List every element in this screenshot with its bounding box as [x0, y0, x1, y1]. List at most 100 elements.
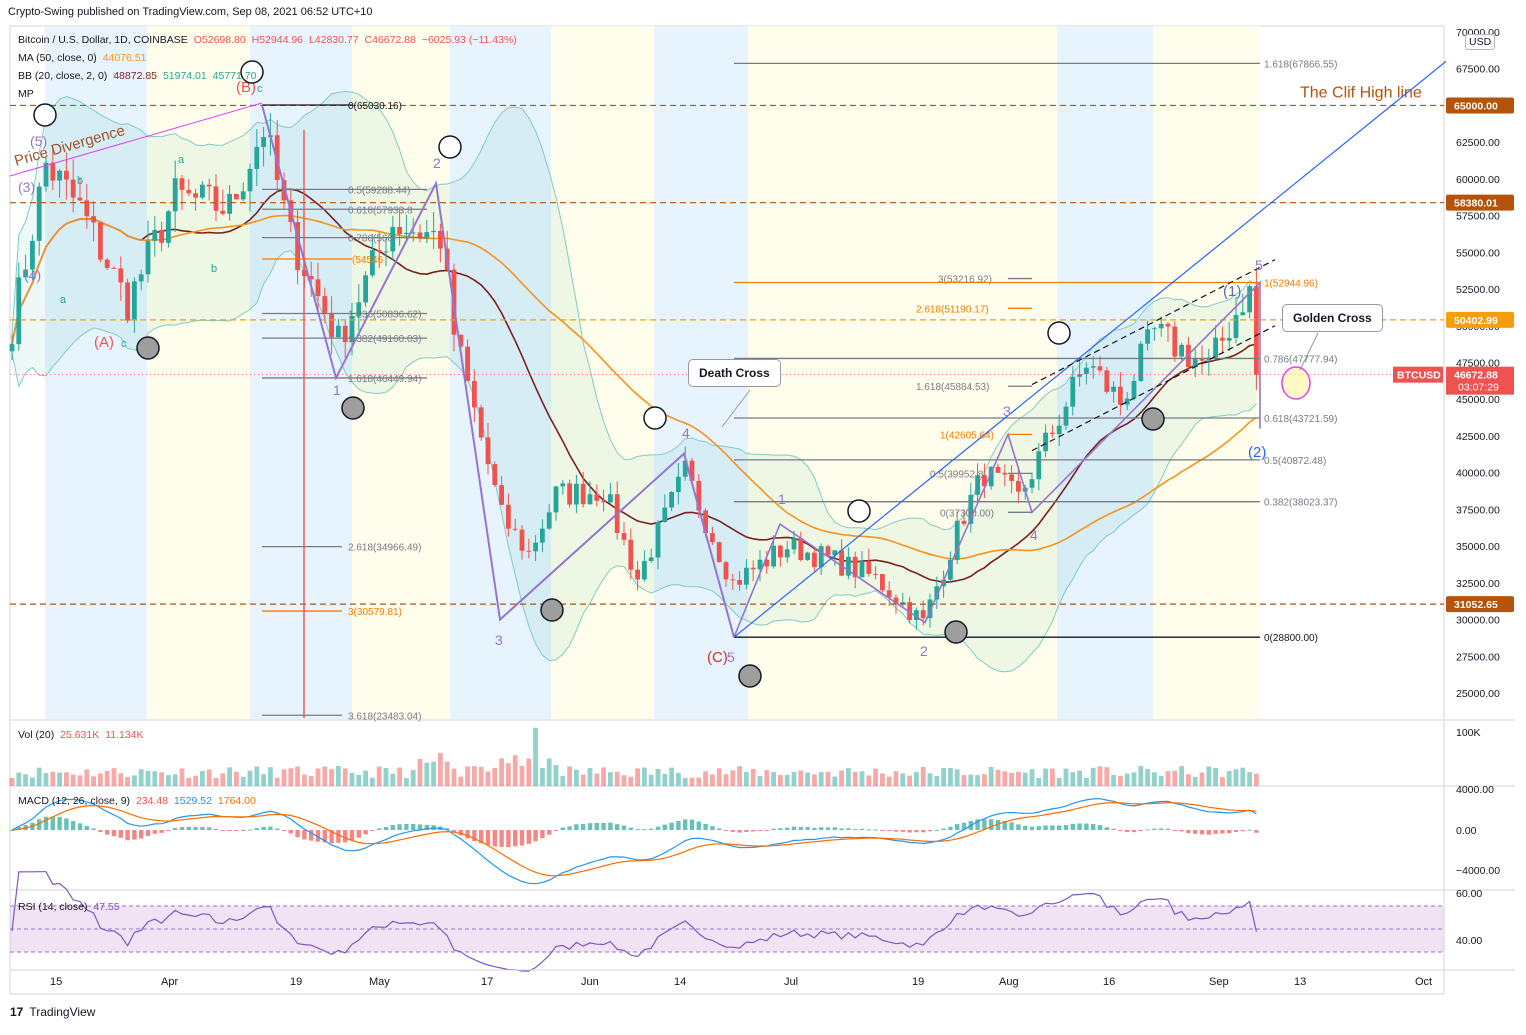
- candle-body: [1077, 374, 1082, 377]
- macd-histogram-bar: [1131, 830, 1137, 833]
- volume-bar: [1050, 768, 1055, 786]
- volume-bar: [798, 770, 804, 786]
- candle-body: [492, 464, 498, 486]
- volume-bar: [458, 776, 464, 786]
- fib-level-label: 0.5(39952.8: [930, 469, 984, 480]
- macd-histogram-bar: [1227, 830, 1232, 834]
- ma-legend[interactable]: MA (50, close, 0) 44076.51: [18, 52, 147, 64]
- volume-bar: [186, 777, 192, 786]
- mp-legend[interactable]: MP: [18, 88, 34, 100]
- bb-label: BB (20, close, 2, 0): [18, 70, 108, 82]
- bb-legend[interactable]: BB (20, close, 2, 0) 48872.85 51974.01 4…: [18, 70, 256, 82]
- bollinger-basis-line: [11, 188, 1257, 584]
- cycle-marker-filled: [540, 598, 564, 622]
- volume-bar: [485, 771, 491, 786]
- volume-bar: [410, 770, 416, 786]
- macd-histogram-bar: [445, 828, 450, 830]
- vol-value-2: 11.134K: [105, 729, 144, 741]
- volume-bar: [23, 774, 28, 786]
- ma-label: MA (50, close, 0): [18, 52, 97, 64]
- macd-histogram-bar: [669, 822, 674, 830]
- macd-histogram-bar: [193, 827, 198, 830]
- volume-bar: [567, 766, 572, 786]
- macd-histogram-bar: [560, 827, 565, 830]
- candle-body: [655, 521, 661, 558]
- candle-body: [628, 539, 634, 570]
- macd-histogram-bar: [1036, 826, 1041, 830]
- publisher-line: Crypto-Swing published on TradingView.co…: [8, 6, 373, 18]
- last-price-label: 46672.88: [1454, 370, 1498, 382]
- volume-bar: [988, 766, 994, 786]
- clif-high-label: The Clif High line: [1300, 84, 1422, 101]
- candle-body: [880, 574, 885, 591]
- bollinger-fill: [12, 91, 1257, 672]
- macd-legend[interactable]: MACD (12, 26, close, 9) 234.48 1529.52 1…: [18, 795, 256, 807]
- time-axis-label: Aug: [999, 976, 1019, 988]
- volume-bar: [982, 774, 987, 786]
- macd-histogram-bar: [132, 830, 137, 840]
- macd-histogram-bar: [485, 830, 491, 846]
- candle-body: [859, 561, 865, 578]
- macd-histogram-bar: [1247, 829, 1252, 831]
- volume-bar: [390, 773, 396, 786]
- wave-label: 3: [495, 632, 503, 648]
- volume-bar: [36, 767, 42, 786]
- volume-bar: [764, 770, 770, 786]
- candle-body: [1199, 358, 1205, 361]
- symbol-name[interactable]: Bitcoin / U.S. Dollar, 1D, COINBASE: [18, 34, 188, 46]
- candle-body: [621, 533, 627, 540]
- candle-body: [1016, 480, 1021, 492]
- volume-bar: [818, 772, 824, 786]
- macd-histogram-bar: [200, 827, 205, 830]
- bb-upper-value: 51974.01: [162, 70, 207, 82]
- candle-body: [1084, 367, 1089, 375]
- cycle-marker-filled: [944, 620, 968, 644]
- candle-body: [1050, 432, 1055, 435]
- volume-bar: [315, 768, 321, 786]
- wave-label: 5: [1255, 257, 1263, 273]
- volume-bar: [580, 774, 586, 786]
- vol-legend[interactable]: Vol (20) 25.631K 11.134K: [18, 729, 144, 741]
- volume-bar: [574, 769, 579, 786]
- candle-body: [84, 200, 90, 217]
- volume-bar: [812, 774, 817, 786]
- volume-bar: [9, 777, 15, 786]
- volume-bar: [1172, 770, 1178, 786]
- volume-bar: [254, 766, 260, 786]
- volume-bar: [1029, 769, 1035, 786]
- volume-bar: [1090, 767, 1096, 786]
- candle-body: [1247, 286, 1252, 313]
- fib-level-label: 1.618(46449.94): [348, 374, 421, 385]
- macd-histogram-bar: [839, 828, 844, 830]
- candle-body: [30, 240, 35, 270]
- macd-histogram-bar: [635, 829, 640, 831]
- candle-body: [295, 222, 300, 271]
- macd-histogram-bar: [492, 830, 497, 847]
- volume-bar: [900, 773, 906, 786]
- candle-body: [356, 302, 362, 317]
- macd-histogram-bar: [1063, 824, 1069, 830]
- price-axis-tick: 30000.00: [1456, 615, 1500, 627]
- volume-bar: [472, 766, 477, 786]
- macd-histogram-bar: [689, 819, 695, 830]
- volume-bar: [1043, 768, 1048, 786]
- macd-histogram-bar: [1193, 830, 1198, 834]
- macd-histogram-bar: [77, 823, 83, 830]
- candle-body: [179, 178, 185, 190]
- candle-body: [832, 550, 838, 556]
- candle-body: [771, 545, 776, 567]
- volume-bar: [941, 767, 946, 786]
- volume-bar: [689, 777, 695, 786]
- candle-body: [574, 483, 579, 505]
- volume-bar: [16, 772, 22, 786]
- macd-histogram-bar: [846, 828, 851, 830]
- rsi-legend[interactable]: RSI (14, close) 47.55: [18, 901, 120, 913]
- cycle-marker-filled: [738, 664, 762, 688]
- price-axis-tick: 27500.00: [1456, 651, 1500, 663]
- macd-histogram-bar: [893, 830, 899, 832]
- currency-button[interactable]: USD: [1465, 34, 1496, 50]
- death-cross-pointer: [721, 389, 751, 428]
- tradingview-footer[interactable]: 17 TradingView: [10, 1005, 95, 1019]
- macd-histogram-bar: [1145, 829, 1150, 831]
- volume-bar: [1104, 767, 1110, 786]
